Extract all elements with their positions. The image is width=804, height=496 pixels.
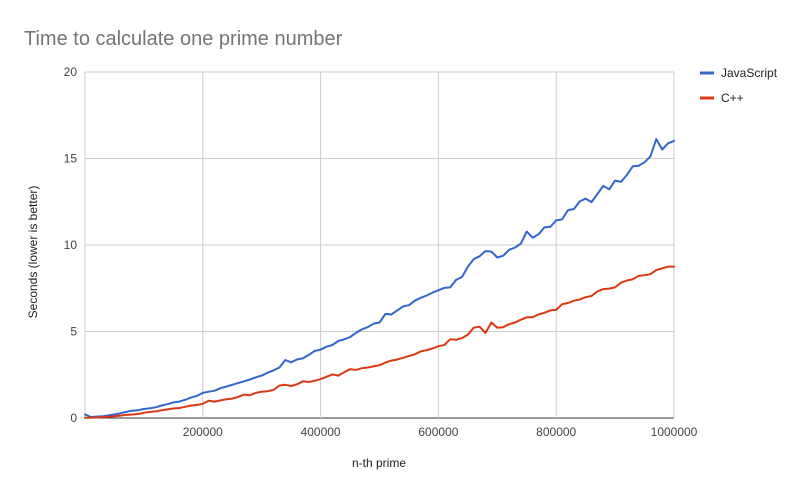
chart-legend: JavaScript C++: [700, 66, 778, 105]
x-tick-label: 400000: [301, 425, 341, 439]
y-tick-label: 10: [64, 238, 78, 252]
x-tick-label: 800000: [536, 425, 576, 439]
legend-label-1: C++: [721, 91, 744, 105]
chart-title: Time to calculate one prime number: [24, 28, 343, 50]
x-tick-label: 1000000: [651, 425, 698, 439]
series-line-1: [84, 265, 675, 419]
x-tick-label: 600000: [418, 425, 458, 439]
chart-series: [84, 138, 675, 419]
y-axis-title: Seconds (lower is better): [26, 186, 40, 319]
y-axis-ticks: 0 5 10 15 20: [64, 65, 78, 425]
legend-label-0: JavaScript: [721, 66, 778, 80]
x-axis-ticks: 200000 400000 600000 800000 1000000: [183, 425, 698, 439]
series-line-0: [84, 138, 675, 418]
y-tick-label: 0: [70, 411, 77, 425]
chart-gridlines: [84, 71, 675, 419]
x-tick-label: 200000: [183, 425, 223, 439]
y-tick-label: 20: [64, 65, 78, 79]
x-axis-title: n-th prime: [352, 456, 406, 470]
y-tick-label: 5: [70, 325, 77, 339]
y-tick-label: 15: [64, 152, 78, 166]
